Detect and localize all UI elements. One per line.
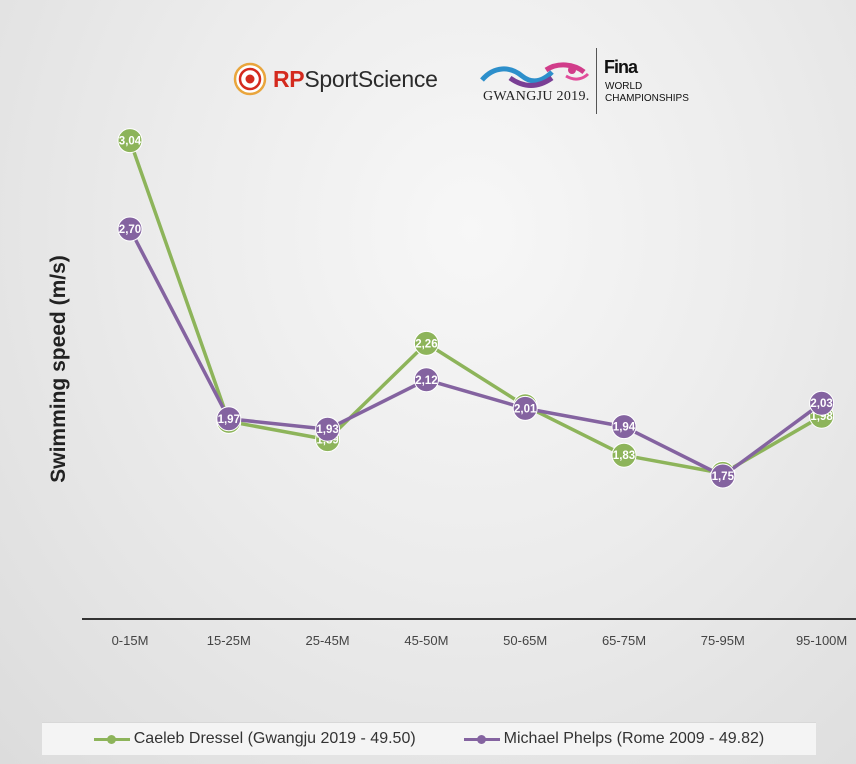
data-point-dressel [611, 442, 637, 468]
y-axis-label: Swimming speed (m/s) [47, 255, 70, 483]
data-label-dressel: 3,04 [119, 136, 142, 148]
x-tick-label: 25-45M [306, 633, 350, 648]
series-phelps: 2,70 1,97 1,93 2,12 2,01 1,94 1,75 2,03 [117, 216, 835, 489]
legend-marker-phelps [476, 734, 486, 744]
series-layer: 3,041,961,892,262,021,831,761,982,70 1,97… [117, 128, 835, 489]
series-dressel: 3,041,961,892,262,021,831,761,98 [117, 128, 835, 486]
legend-marker-dressel [106, 734, 116, 744]
rp-emblem-icon [233, 62, 267, 96]
data-label-phelps: 2,01 [514, 403, 537, 415]
x-tick-label: 45-50M [404, 633, 448, 648]
legend-item-phelps: Michael Phelps (Rome 2009 - 49.82) [463, 730, 765, 748]
series-line-dressel [128, 140, 823, 476]
world-text: WORLD [605, 81, 643, 92]
fina-text: Fina [604, 57, 638, 77]
data-label-phelps: 1,93 [316, 424, 338, 436]
legend-label-phelps: Michael Phelps (Rome 2009 - 49.82) [503, 730, 765, 747]
data-label-phelps: 2,12 [415, 375, 437, 387]
logo-divider [596, 48, 597, 114]
data-point-phelps [413, 367, 439, 393]
data-point-dressel [117, 128, 143, 154]
data-label-phelps: 1,75 [712, 471, 735, 483]
data-point-phelps [809, 390, 835, 416]
data-point-dressel [413, 330, 439, 356]
x-tick-labels: 0-15M 15-25M 25-45M 45-50M 50-65M 65-75M 75-95… [112, 633, 848, 648]
x-tick-label: 50-65M [503, 633, 547, 648]
legend-line-phelps [463, 734, 500, 744]
wave-emblem-icon [480, 62, 590, 88]
x-tick-label: 15-25M [207, 633, 251, 648]
legend-line-dressel [93, 734, 130, 744]
data-label-dressel: 2,26 [415, 338, 437, 350]
data-label-dressel: 1,83 [613, 450, 635, 462]
world-championships-text: WORLD CHAMPIONSHIPS [605, 81, 689, 105]
data-point-phelps [117, 216, 143, 242]
championships-text: CHAMPIONSHIPS [605, 93, 689, 104]
legend-label-dressel: Caeleb Dressel (Gwangju 2019 - 49.50) [133, 730, 416, 747]
rpsportscience-logo: RPSportScience [233, 62, 438, 96]
rp-suffix: SportScience [304, 65, 438, 92]
data-point-phelps [611, 414, 637, 440]
data-label-phelps: 2,70 [119, 224, 141, 236]
x-tick-label: 95-100M [796, 633, 847, 648]
series-line-phelps [128, 228, 823, 478]
data-label-phelps: 1,97 [218, 414, 240, 426]
x-tick-label: 75-95M [701, 633, 745, 648]
data-point-phelps [512, 395, 538, 421]
data-label-phelps: 2,03 [810, 398, 832, 410]
legend-item-dressel: Caeleb Dressel (Gwangju 2019 - 49.50) [93, 730, 416, 748]
rp-prefix: RP [273, 65, 305, 92]
gwangju-text: GWANGJU 2019. [483, 89, 590, 104]
x-tick-label: 0-15M [112, 633, 149, 648]
data-point-phelps [315, 416, 341, 442]
x-tick-label: 65-75M [602, 633, 646, 648]
chart-legend: Caeleb Dressel (Gwangju 2019 - 49.50) Mi… [42, 722, 816, 755]
data-label-phelps: 1,94 [613, 422, 636, 434]
data-point-phelps [710, 463, 736, 489]
gwangju-fina-logo: GWANGJU 2019. Fina WORLD CHAMPIONSHIPS [480, 48, 720, 118]
data-point-phelps [216, 406, 242, 432]
